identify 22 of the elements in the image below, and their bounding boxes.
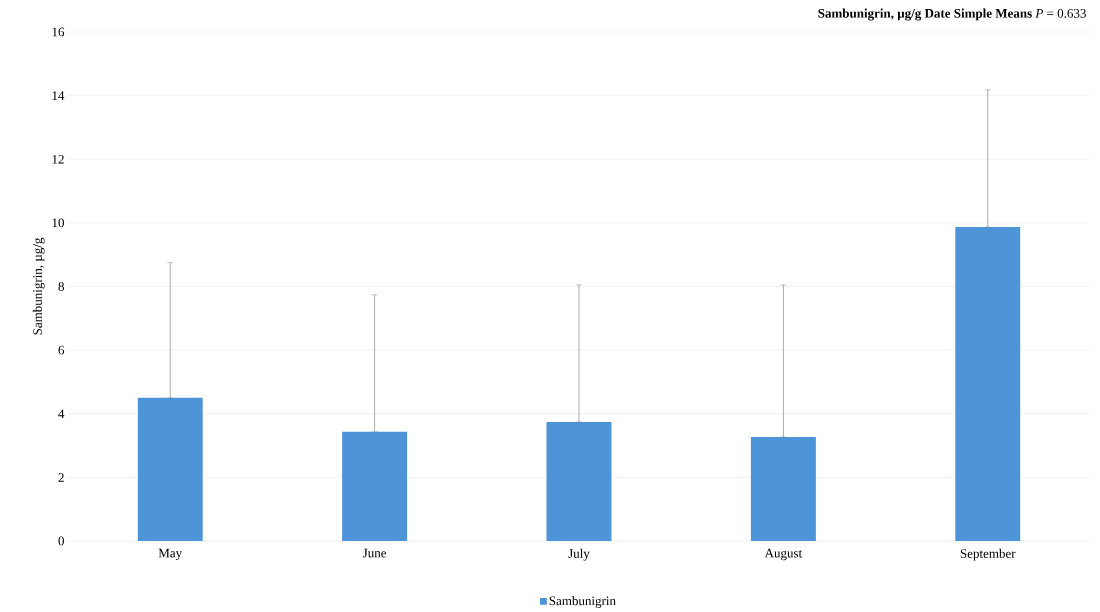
bar [137, 397, 203, 541]
y-tick-label: 14 [52, 91, 65, 100]
y-tick-label: 16 [52, 27, 65, 37]
x-tick-label: July [568, 548, 590, 561]
y-tick-label: 6 [58, 345, 65, 355]
bar [955, 227, 1021, 541]
bar [546, 422, 612, 541]
bar [342, 431, 408, 541]
y-axis-title: Sambunigrin, µg/g [32, 237, 45, 335]
y-tick-label: 4 [58, 409, 65, 419]
x-tick-label: June [362, 548, 387, 558]
y-tick-label: 2 [58, 473, 64, 482]
x-tick-label: September [960, 548, 1016, 561]
y-tick-label: 0 [58, 536, 64, 546]
y-tick-label: 12 [52, 154, 64, 164]
legend-label: Sambunigrin [549, 596, 616, 608]
chart-title: Sambunigrin, µg/g Date Simple Means P = 0.633 [818, 8, 1086, 21]
y-tick-label: 8 [58, 282, 64, 291]
x-tick-label: August [764, 548, 803, 561]
x-tick-label: May [158, 548, 183, 561]
y-tick-label: 10 [52, 218, 64, 228]
bar [750, 436, 816, 541]
